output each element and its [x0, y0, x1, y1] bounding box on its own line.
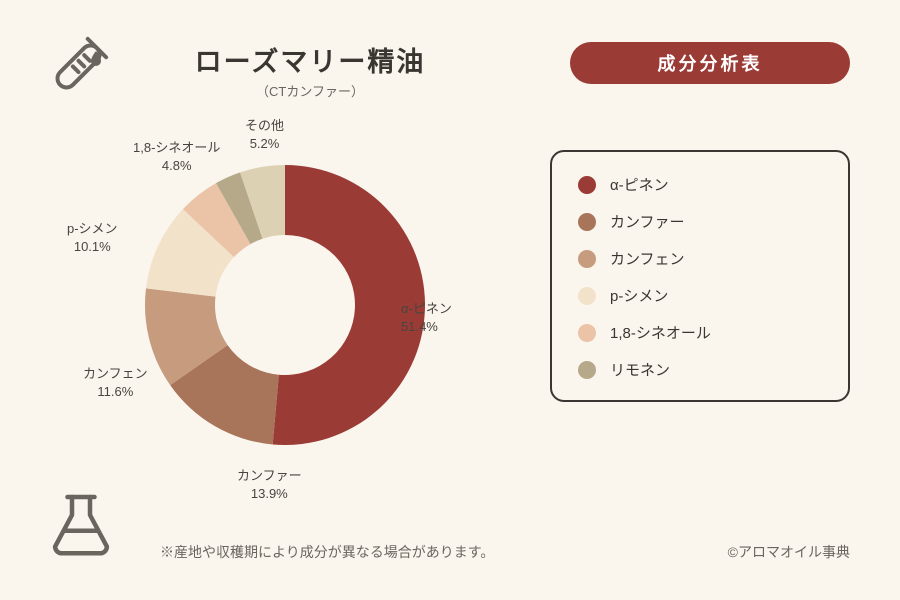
title-block: ローズマリー精油 （CTカンファー） [170, 40, 450, 100]
legend-swatch [578, 176, 596, 194]
slice-label: α-ピネン51.4% [401, 300, 452, 335]
analysis-badge: 成分分析表 [570, 42, 850, 84]
flask-icon [45, 488, 117, 565]
legend-label: カンファー [610, 211, 685, 232]
legend-label: リモネン [610, 359, 670, 380]
page-subtitle: （CTカンファー） [170, 81, 450, 100]
copyright: ©アロマオイル事典 [728, 542, 850, 562]
legend-swatch [578, 324, 596, 342]
slice-label: 1,8-シネオール4.8% [133, 139, 220, 174]
slice-label: p-シメン10.1% [67, 220, 118, 255]
legend-box: α-ピネンカンファーカンフェン p-シメン 1,8-シネオールリモネン [550, 150, 850, 402]
donut-chart: α-ピネン51.4%カンファー13.9%カンフェン11.6%p-シメン10.1%… [75, 115, 495, 535]
legend-swatch [578, 250, 596, 268]
page-title: ローズマリー精油 [170, 40, 450, 79]
legend-label: α-ピネン [610, 174, 669, 195]
legend-item: p-シメン [578, 285, 822, 306]
slice-label: カンファー13.9% [237, 467, 302, 502]
legend-label: p-シメン [610, 285, 668, 306]
legend-swatch [578, 361, 596, 379]
legend-item: カンフェン [578, 248, 822, 269]
legend-swatch [578, 287, 596, 305]
slice-label: カンフェン11.6% [83, 365, 148, 400]
slice-label: その他5.2% [245, 117, 284, 152]
legend-item: リモネン [578, 359, 822, 380]
test-tube-icon [40, 35, 110, 110]
legend-item: 1,8-シネオール [578, 322, 822, 343]
legend-label: 1,8-シネオール [610, 322, 711, 343]
legend-item: α-ピネン [578, 174, 822, 195]
legend-swatch [578, 213, 596, 231]
legend-item: カンファー [578, 211, 822, 232]
footnote: ※産地や収穫期により成分が異なる場合があります。 [160, 542, 494, 562]
legend-label: カンフェン [610, 248, 685, 269]
